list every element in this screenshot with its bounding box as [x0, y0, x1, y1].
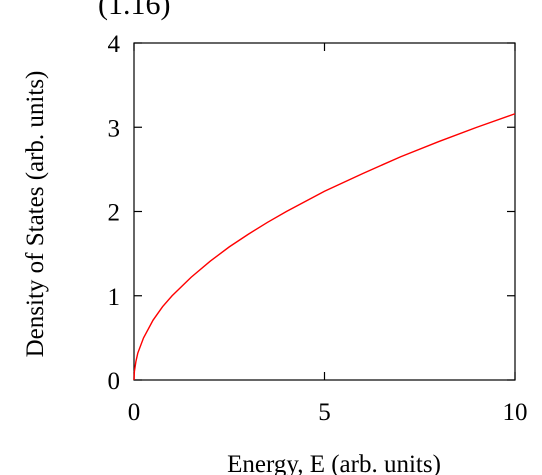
y-tick-label: 4	[108, 31, 121, 58]
plot-frame	[133, 42, 516, 381]
tick-group: 0 5 10 0 1 2 3 4	[108, 31, 528, 426]
y-tick-label: 1	[108, 284, 121, 311]
x-tick-label: 0	[128, 399, 141, 426]
chart-title: (1.16)	[98, 0, 170, 21]
x-axis-label: Energy, E (arb. units)	[227, 451, 441, 475]
x-tick-label: 5	[318, 399, 331, 426]
x-tick-label: 10	[503, 399, 528, 426]
series-group	[133, 113, 516, 381]
series-line	[133, 113, 516, 381]
y-tick-label: 3	[108, 115, 121, 142]
y-tick-label: 0	[108, 368, 121, 395]
y-tick-label: 2	[108, 200, 121, 227]
y-axis-label: Density of States (arb. units)	[22, 71, 49, 358]
plot-area-border	[133, 42, 516, 381]
